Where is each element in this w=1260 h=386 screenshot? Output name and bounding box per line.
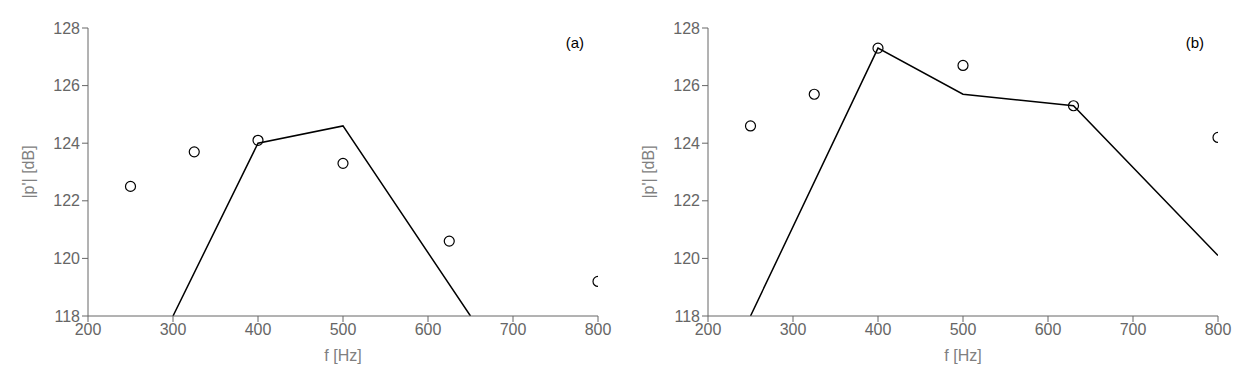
svg-text:126: 126 — [53, 77, 80, 94]
svg-text:122: 122 — [53, 192, 80, 209]
svg-text:120: 120 — [53, 250, 80, 267]
svg-text:118: 118 — [674, 308, 700, 325]
svg-text:700: 700 — [500, 321, 527, 338]
svg-text:122: 122 — [673, 192, 700, 209]
html-text:(b): (b) — [1185, 34, 1204, 51]
svg-text:600: 600 — [415, 321, 442, 338]
svg-text:600: 600 — [1035, 321, 1062, 338]
svg-text:200: 200 — [74, 321, 102, 339]
svg-text:300: 300 — [780, 321, 807, 338]
svg-text:128: 128 — [53, 20, 80, 37]
html-text:(a): (a) — [565, 34, 584, 51]
svg-text:|p'| [dB]: |p'| [dB] — [640, 145, 657, 198]
svg-text:400: 400 — [245, 321, 272, 338]
svg-text:118: 118 — [54, 308, 80, 325]
svg-text:120: 120 — [673, 250, 700, 267]
svg-text:800: 800 — [1205, 321, 1232, 338]
svg-text:700: 700 — [1120, 321, 1147, 338]
svg-text:f [Hz]: f [Hz] — [324, 347, 361, 364]
svg-text:500: 500 — [950, 321, 977, 338]
svg-text:500: 500 — [330, 321, 357, 338]
svg-text:|p'| [dB]: |p'| [dB] — [20, 145, 37, 198]
svg-text:124: 124 — [673, 135, 700, 152]
svg-text:200: 200 — [694, 321, 722, 339]
svg-text:126: 126 — [673, 77, 700, 94]
svg-text:800: 800 — [585, 321, 612, 338]
svg-text:400: 400 — [865, 321, 892, 338]
svg-text:f [Hz]: f [Hz] — [944, 347, 981, 364]
svg-text:128: 128 — [673, 20, 700, 37]
svg-text:124: 124 — [53, 135, 80, 152]
svg-text:300: 300 — [160, 321, 187, 338]
